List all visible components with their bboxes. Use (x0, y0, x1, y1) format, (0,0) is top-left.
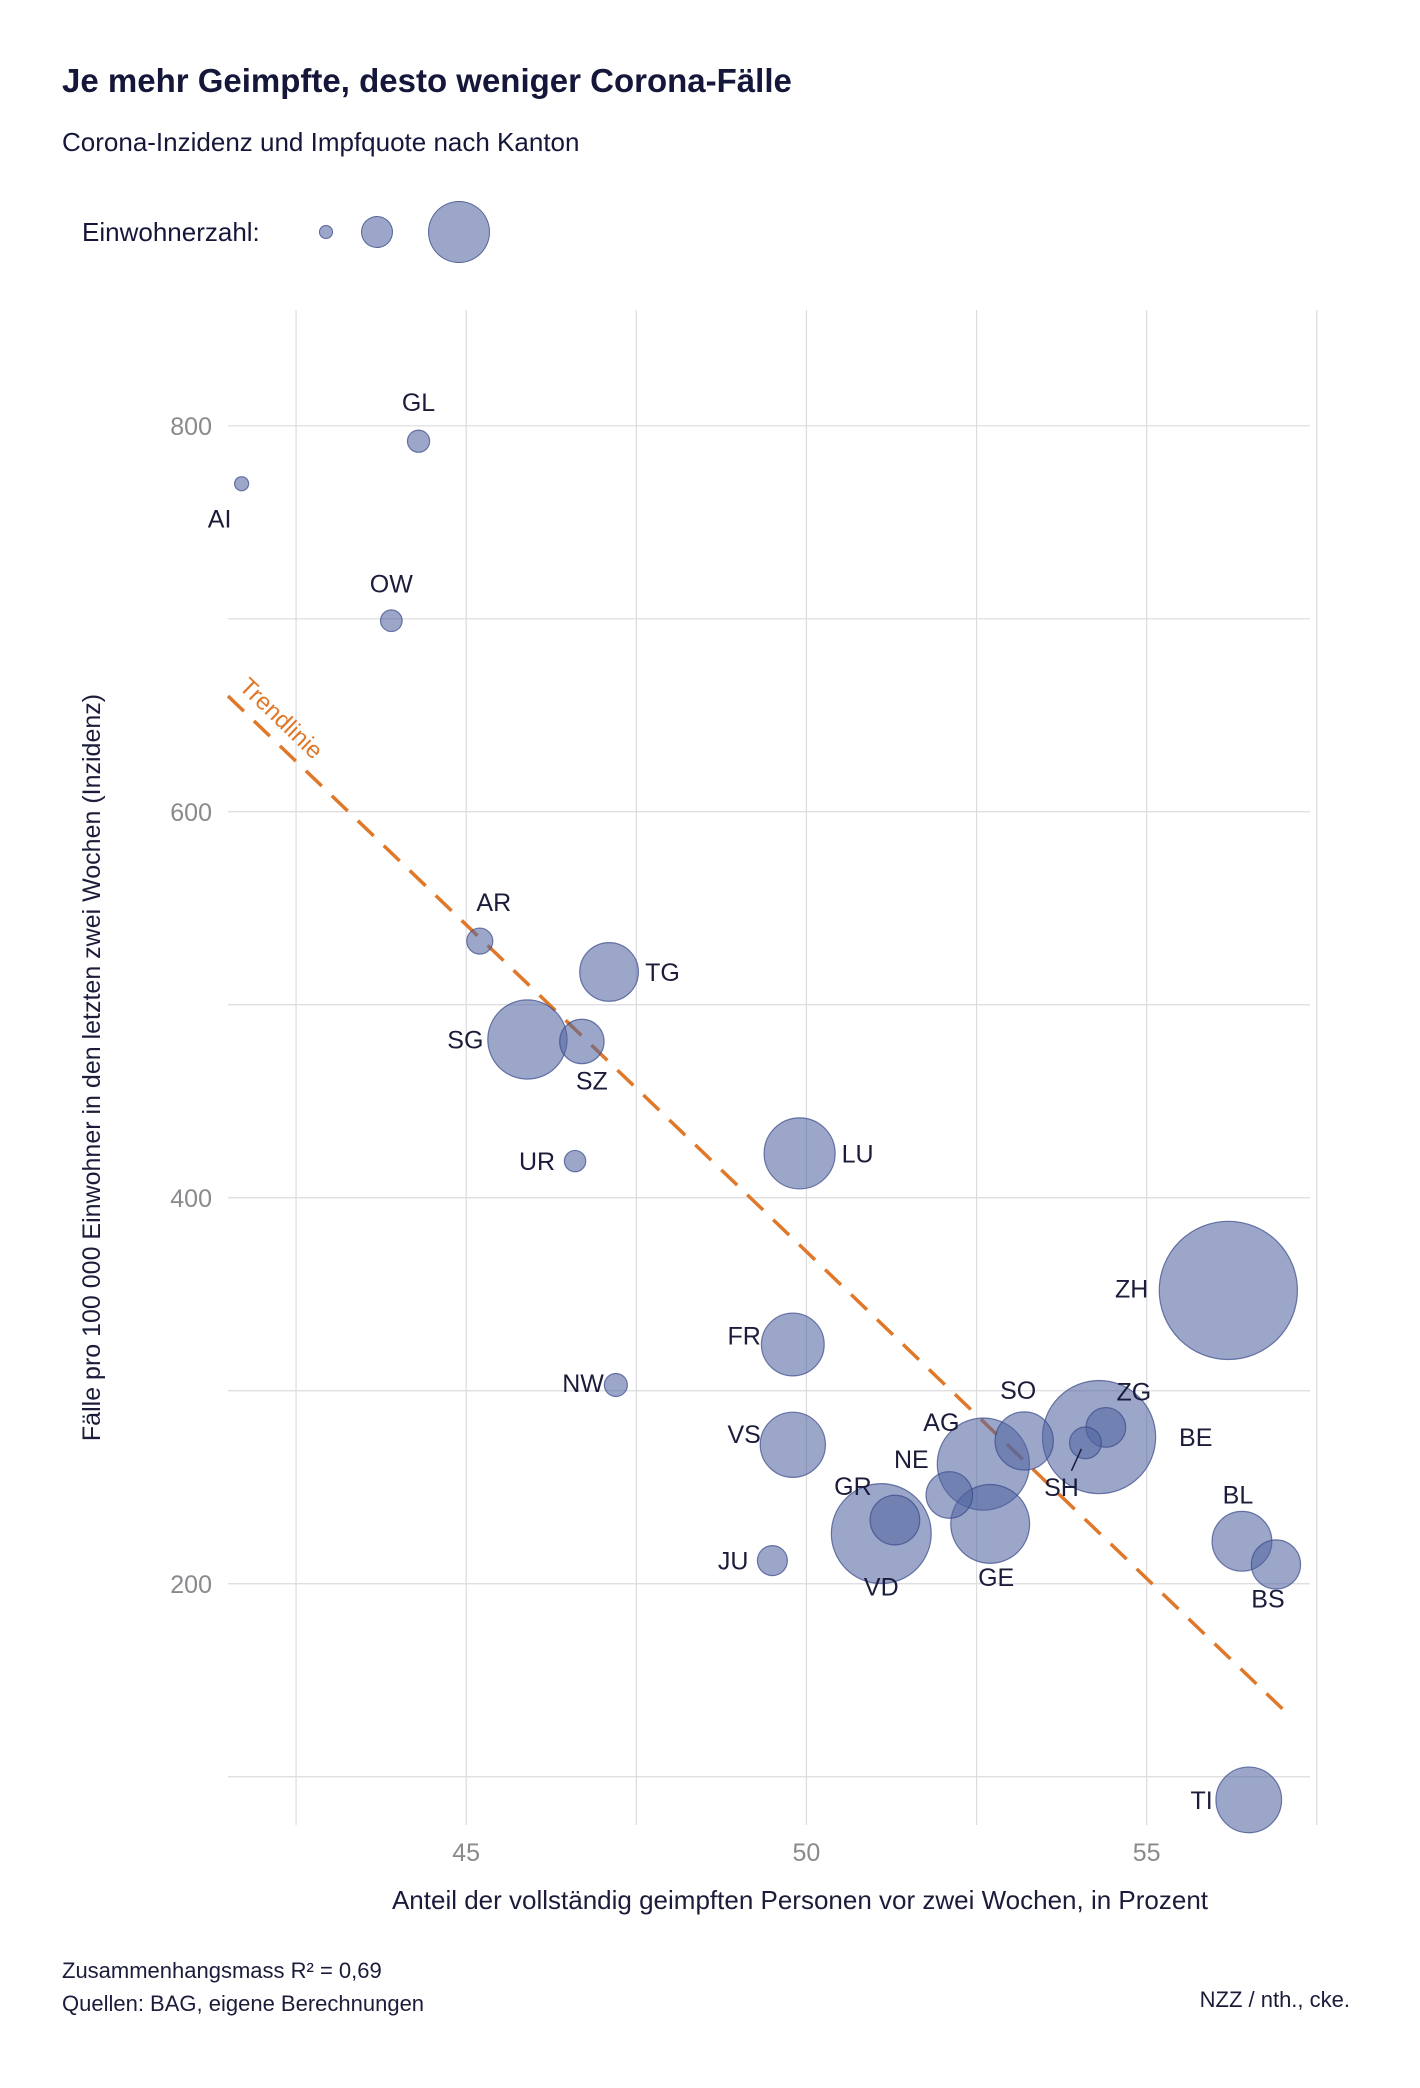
point-gl (406, 429, 431, 453)
chart-subtitle: Corona-Inzidenz und Impfquote nach Kanto… (62, 127, 580, 157)
point-label-ag: AG (923, 1409, 959, 1437)
point-fr (760, 1312, 825, 1377)
point-label-vd: VD (864, 1574, 899, 1602)
y-tick-label: 400 (170, 1185, 212, 1213)
point-label-ti: TI (1191, 1787, 1213, 1815)
x-tick-label: 45 (452, 1839, 480, 1867)
y-tick-label: 800 (170, 413, 212, 441)
point-ne (925, 1471, 974, 1519)
size-legend: Einwohnerzahl: (62, 200, 522, 264)
size-legend-dot-small (319, 225, 333, 239)
point-label-ar: AR (476, 889, 511, 917)
point-so (994, 1411, 1054, 1471)
point-label-zg: ZG (1116, 1378, 1151, 1406)
point-nw (603, 1372, 628, 1398)
point-ar (466, 927, 494, 955)
point-label-ge: GE (978, 1564, 1014, 1592)
x-axis-title: Anteil der vollständig geimpften Persone… (392, 1885, 1209, 1915)
trendline-label: Trendlinie (234, 673, 328, 765)
y-axis-title: Fälle pro 100 000 Einwohner in den letzt… (78, 694, 106, 1441)
point-label-tg: TG (645, 959, 680, 987)
point-label-lu: LU (842, 1140, 874, 1168)
size-legend-dot-medium (361, 216, 393, 248)
point-tg (579, 942, 640, 1002)
point-sz (559, 1018, 605, 1065)
point-label-bl: BL (1223, 1481, 1254, 1509)
point-label-gl: GL (402, 389, 435, 417)
grid-layer (228, 310, 1318, 1825)
point-bs (1250, 1539, 1302, 1590)
point-ow (379, 609, 403, 633)
size-legend-label: Einwohnerzahl: (82, 217, 260, 247)
y-tick-label: 600 (170, 799, 212, 827)
point-label-ne: NE (894, 1446, 929, 1474)
point-sh (1068, 1426, 1102, 1460)
point-label-bs: BS (1251, 1585, 1284, 1613)
point-gr (869, 1494, 921, 1546)
trendline-layer: Trendlinie (226, 673, 1284, 1711)
x-tick-label: 50 (793, 1839, 821, 1867)
point-label-be: BE (1179, 1424, 1212, 1452)
point-label-ju: JU (718, 1548, 749, 1576)
footer-notes: Zusammenhangsmass R² = 0,69 Quellen: BAG… (62, 1954, 424, 2020)
point-label-sh: SH (1044, 1474, 1079, 1502)
point-label-fr: FR (727, 1322, 760, 1350)
r-squared-note: Zusammenhangsmass R² = 0,69 (62, 1958, 382, 1983)
point-vs (759, 1411, 827, 1479)
label-leader-sh (1070, 1448, 1083, 1472)
sources-note: Quellen: BAG, eigene Berechnungen (62, 1991, 425, 2016)
axes-layer: 45 50 55 200 400 600 800 Anteil der vollständig… (78, 413, 1209, 1915)
credit-note: NZZ / nth., cke. (1199, 1987, 1350, 2012)
point-zh (1158, 1220, 1299, 1361)
point-label-gr: GR (834, 1473, 872, 1501)
x-tick-label: 55 (1133, 1839, 1161, 1867)
point-label-sz: SZ (576, 1067, 608, 1095)
scatter-chart: Trendlinie GL AI OW AR TG SG SZ UR LU ZH FR NW VS SO A… (78, 310, 1318, 1915)
size-legend-dot-large (428, 201, 490, 263)
point-label-ow: OW (370, 571, 413, 599)
point-ur (563, 1149, 587, 1173)
points-layer (233, 429, 1302, 1834)
point-sg (487, 999, 568, 1080)
point-label-ur: UR (519, 1148, 555, 1176)
point-label-zh: ZH (1115, 1275, 1148, 1303)
point-labels-layer: GL AI OW AR TG SG SZ UR LU ZH FR NW VS SO AG ZG BE SH NE GR… (208, 389, 1285, 1815)
point-lu (763, 1117, 836, 1190)
point-ti (1215, 1766, 1283, 1834)
chart-title: Je mehr Geimpfte, desto weniger Corona-F… (62, 62, 792, 99)
point-label-vs: VS (727, 1421, 760, 1449)
point-ai (233, 476, 250, 492)
point-label-ai: AI (208, 506, 232, 534)
point-label-nw: NW (562, 1370, 604, 1398)
y-tick-label: 200 (170, 1571, 212, 1599)
point-label-sg: SG (447, 1027, 483, 1055)
point-ju (756, 1545, 788, 1577)
point-label-so: SO (1000, 1377, 1036, 1405)
trendline (226, 694, 1284, 1711)
